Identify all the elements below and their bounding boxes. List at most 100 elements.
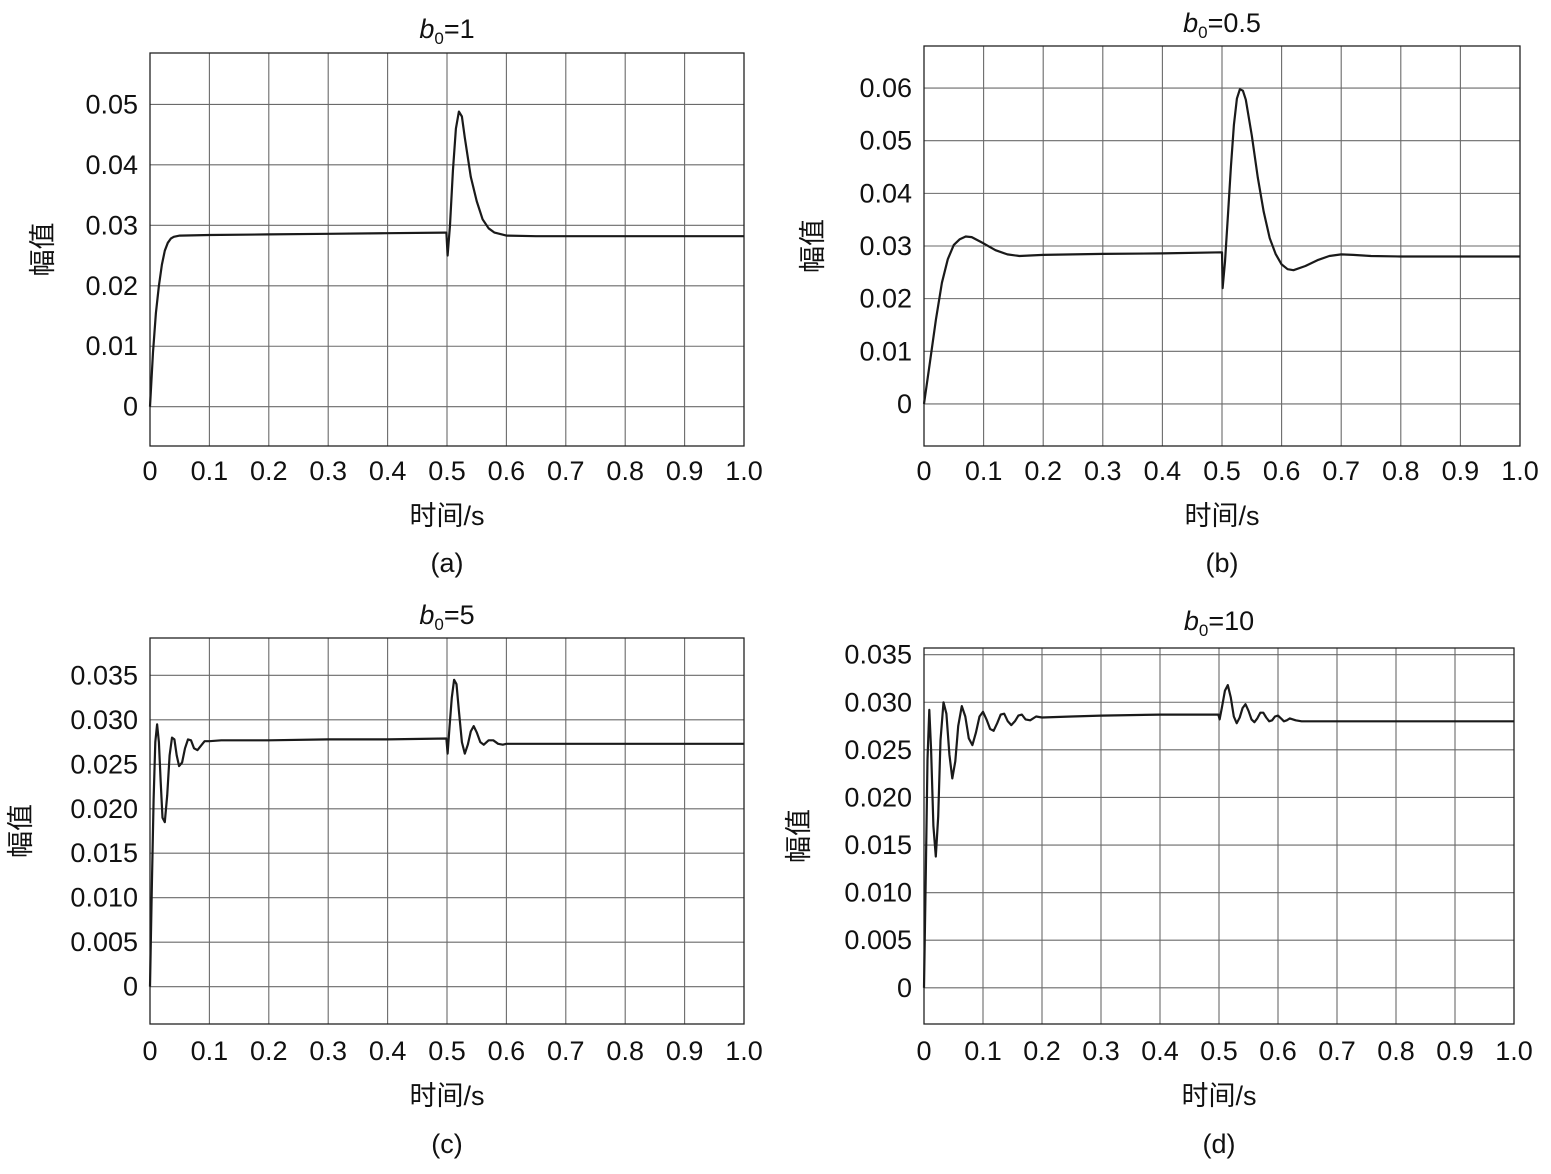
chart-panel-c: 0 0.1 0.2 0.3 0.4 0.5 0.6 0.7 0.8 0.9 1.0 0 0.005 0.0… [6, 600, 763, 1159]
y-axis-label: 幅值 [6, 804, 36, 858]
chart-panel-d: 0 0.1 0.2 0.3 0.4 0.5 0.6 0.7 0.8 0.9 1.0 0 0.005 0.0… [784, 606, 1533, 1159]
y-tick-label: 0.015 [844, 830, 912, 860]
panel-caption: (b) [1206, 548, 1239, 578]
y-tick-label: 0.020 [844, 782, 912, 812]
x-tick-label: 0.5 [1200, 1036, 1238, 1066]
y-tick-label: 0.010 [70, 883, 138, 913]
plot-frame [149, 637, 745, 1025]
x-tick-label: 0.7 [547, 456, 585, 486]
y-tick-label: 0.030 [70, 705, 138, 735]
x-tick-label: 0.6 [488, 456, 526, 486]
x-tick-label: 0.7 [1322, 456, 1360, 486]
y-tick-label: 0.030 [844, 687, 912, 717]
x-tick-label: 0.8 [606, 456, 644, 486]
x-tick-label: 1.0 [725, 456, 763, 486]
x-tick-label: 0.5 [428, 456, 466, 486]
y-tick-label: 0.035 [70, 660, 138, 690]
x-tick-label: 0.3 [1084, 456, 1122, 486]
x-tick-label: 0.6 [1259, 1036, 1297, 1066]
x-axis-label: 时间/s [1181, 1081, 1256, 1111]
x-tick-label: 0.1 [965, 456, 1003, 486]
y-tick-label: 0.015 [70, 838, 138, 868]
y-tick-label: 0.025 [70, 749, 138, 779]
x-tick-label: 0.3 [309, 1036, 347, 1066]
x-tick-label: 0.8 [1377, 1036, 1415, 1066]
panel-caption: (a) [431, 548, 464, 578]
y-tick-label: 0.01 [85, 331, 138, 361]
y-tick-label: 0 [897, 389, 912, 419]
y-tick-label: 0.025 [844, 735, 912, 765]
x-tick-label: 0 [142, 456, 157, 486]
x-tick-label: 0.9 [1442, 456, 1480, 486]
x-axis-label: 时间/s [409, 501, 484, 531]
plot-frame [923, 647, 1515, 1025]
x-tick-label: 0.7 [547, 1036, 585, 1066]
x-tick-label: 0.5 [428, 1036, 466, 1066]
x-tick-label: 0 [142, 1036, 157, 1066]
chart-title: b0=10 [1184, 606, 1254, 640]
x-tick-label: 0.1 [191, 456, 229, 486]
y-tick-label: 0.04 [85, 150, 138, 180]
x-tick-label: 0.9 [1436, 1036, 1474, 1066]
x-tick-label: 0 [916, 1036, 931, 1066]
chart-title: b0=0.5 [1183, 8, 1261, 42]
x-tick-label: 0.6 [1263, 456, 1301, 486]
x-tick-label: 0.8 [1382, 456, 1420, 486]
chart-title: b0=1 [419, 14, 474, 48]
x-tick-label: 0.1 [964, 1036, 1002, 1066]
x-tick-label: 0.2 [1023, 1036, 1061, 1066]
x-tick-label: 0.4 [1144, 456, 1182, 486]
x-tick-label: 0.2 [250, 456, 288, 486]
chart-panel-b: 0 0.1 0.2 0.3 0.4 0.5 0.6 0.7 0.8 0.9 1.0 0 0.01 0.02… [798, 8, 1539, 578]
y-tick-label: 0.04 [859, 178, 912, 208]
plot-frame [923, 45, 1521, 447]
y-axis-label: 幅值 [798, 219, 828, 273]
x-tick-label: 0.6 [488, 1036, 526, 1066]
x-tick-label: 1.0 [1495, 1036, 1533, 1066]
x-tick-label: 0.5 [1203, 456, 1241, 486]
y-tick-label: 0.05 [859, 126, 912, 156]
y-tick-label: 0.02 [85, 271, 138, 301]
y-tick-label: 0.03 [85, 210, 138, 240]
x-tick-label: 0.8 [606, 1036, 644, 1066]
x-tick-label: 0.9 [666, 1036, 704, 1066]
x-tick-label: 1.0 [1501, 456, 1539, 486]
x-tick-label: 0.3 [1082, 1036, 1120, 1066]
y-tick-label: 0.035 [844, 640, 912, 670]
y-tick-label: 0 [897, 973, 912, 1003]
x-tick-label: 0.4 [1141, 1036, 1179, 1066]
x-tick-label: 0.1 [191, 1036, 229, 1066]
series-line [148, 110, 744, 407]
y-tick-label: 0.03 [859, 231, 912, 261]
x-tick-label: 0.4 [369, 1036, 407, 1066]
x-tick-label: 0.9 [666, 456, 704, 486]
x-axis-label: 时间/s [409, 1081, 484, 1111]
panel-caption: (c) [431, 1129, 462, 1159]
chart-title: b0=5 [419, 600, 474, 634]
x-axis-label: 时间/s [1184, 501, 1259, 531]
series-line [922, 684, 1514, 988]
y-tick-label: 0.005 [844, 925, 912, 955]
y-axis-label: 幅值 [28, 223, 58, 277]
x-tick-label: 0.4 [369, 456, 407, 486]
y-tick-label: 0.020 [70, 794, 138, 824]
y-tick-label: 0.010 [844, 878, 912, 908]
y-tick-label: 0.06 [859, 73, 912, 103]
y-axis-label: 幅值 [784, 809, 814, 863]
panel-caption: (d) [1203, 1129, 1236, 1159]
y-tick-label: 0.01 [859, 336, 912, 366]
y-tick-label: 0.05 [85, 89, 138, 119]
x-tick-label: 0.7 [1318, 1036, 1356, 1066]
y-tick-label: 0.02 [859, 284, 912, 314]
x-tick-label: 0.2 [250, 1036, 288, 1066]
x-tick-label: 0.3 [309, 456, 347, 486]
plot-frame [149, 52, 745, 447]
chart-panel-a: 0 0.1 0.2 0.3 0.4 0.5 0.6 0.7 0.8 0.9 1.0 0 0.01 0.02… [28, 14, 763, 578]
y-tick-label: 0 [123, 392, 138, 422]
y-tick-label: 0 [123, 972, 138, 1002]
y-tick-label: 0.005 [70, 927, 138, 957]
x-tick-label: 0 [916, 456, 931, 486]
series-line [922, 88, 1520, 405]
x-tick-label: 0.2 [1024, 456, 1062, 486]
